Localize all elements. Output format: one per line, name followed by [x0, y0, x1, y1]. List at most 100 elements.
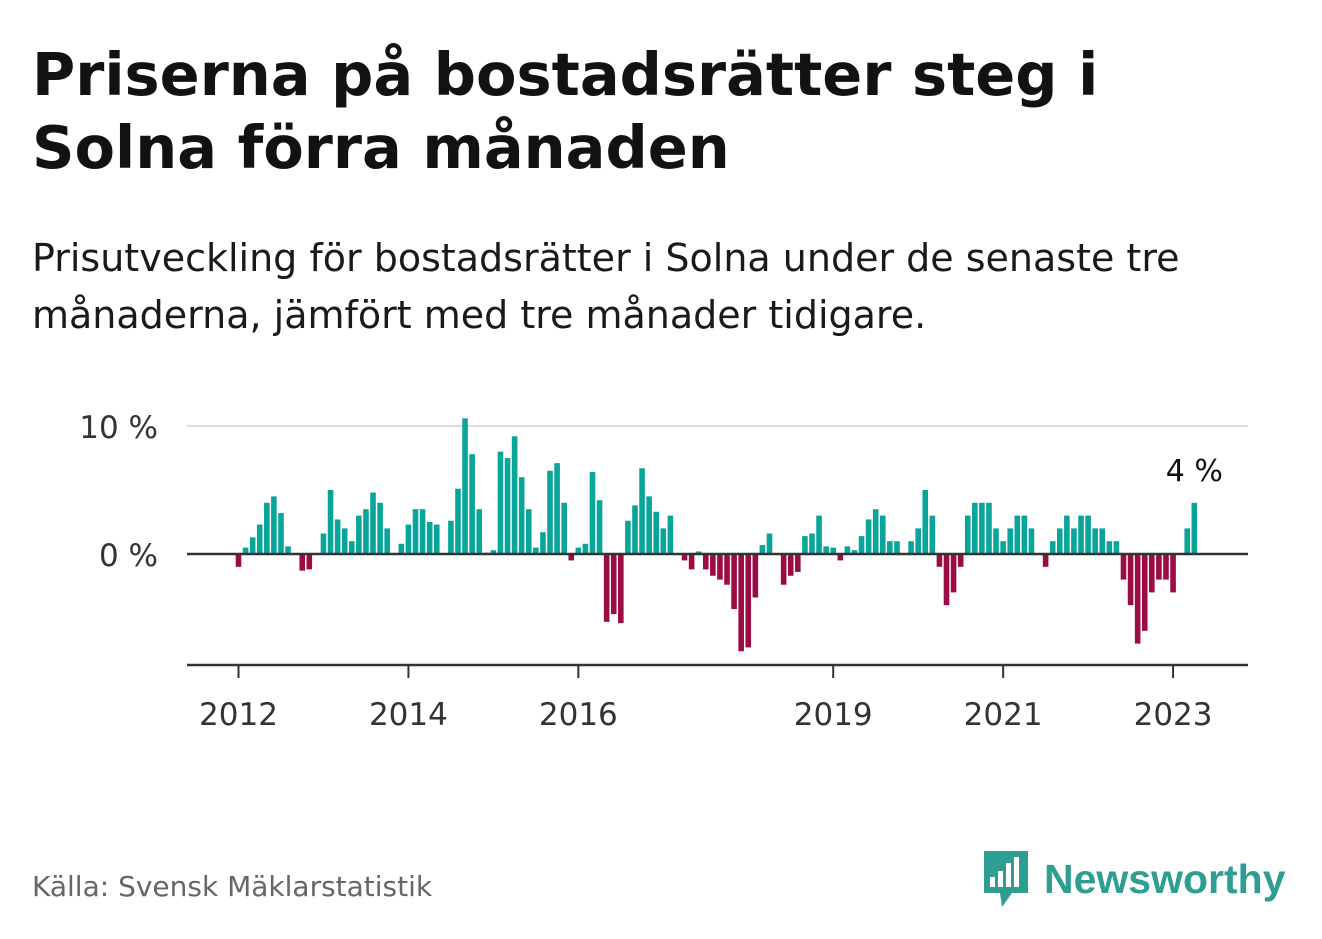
- bar: [433, 524, 440, 554]
- bar: [738, 554, 744, 652]
- bar: [695, 551, 702, 554]
- bar: [589, 472, 596, 554]
- last-value-label: 4 %: [1166, 454, 1223, 489]
- bar: [1134, 554, 1141, 644]
- bar: [582, 543, 589, 554]
- bar: [632, 505, 638, 554]
- bar: [533, 547, 539, 554]
- bar: [377, 502, 383, 554]
- x-tick-label: 2021: [964, 697, 1043, 733]
- bar: [957, 554, 964, 567]
- bar: [398, 543, 405, 554]
- bar: [795, 554, 801, 572]
- x-tick-label: 2012: [199, 697, 278, 733]
- bar: [320, 533, 327, 554]
- bar: [872, 509, 879, 554]
- bar: [816, 515, 822, 554]
- bar: [504, 458, 511, 554]
- bar: [405, 524, 412, 554]
- bar: [249, 537, 256, 554]
- bar: [568, 554, 575, 561]
- bar: [448, 520, 454, 554]
- bar: [384, 528, 390, 554]
- newsworthy-logo-icon: [984, 851, 1028, 907]
- bar: [575, 547, 582, 554]
- bar: [717, 554, 723, 580]
- bar: [844, 546, 851, 554]
- bar: [1064, 515, 1070, 554]
- bar: [490, 550, 497, 554]
- bar: [943, 554, 950, 606]
- bar: [830, 547, 837, 554]
- bar: [1106, 541, 1113, 554]
- bar: [1021, 515, 1028, 554]
- bar: [256, 524, 263, 554]
- bar: [1127, 554, 1134, 606]
- x-tick-label: 2016: [539, 697, 618, 733]
- bar: [625, 520, 631, 554]
- bar: [1141, 554, 1148, 631]
- bar: [370, 492, 376, 554]
- bar: [646, 496, 652, 554]
- bar: [780, 554, 787, 585]
- bar: [1163, 554, 1169, 580]
- bar: [710, 554, 716, 576]
- bar: [1184, 528, 1191, 554]
- bar: [745, 554, 752, 648]
- newsworthy-logo: Newsworthy: [982, 849, 1286, 909]
- bar: [235, 554, 242, 567]
- bar: [964, 515, 971, 554]
- bar: [1000, 541, 1006, 554]
- source-note: Källa: Svensk Mäklarstatistik: [32, 870, 433, 903]
- bar: [412, 509, 419, 554]
- bar: [639, 468, 645, 554]
- bar: [688, 554, 695, 570]
- bar: [681, 554, 688, 561]
- y-tick-label: 0 %: [99, 538, 158, 574]
- bar: [1113, 541, 1120, 554]
- bar: [887, 541, 893, 554]
- bar: [1028, 528, 1035, 554]
- bar: [341, 528, 348, 554]
- bar: [462, 418, 468, 554]
- bar: [525, 509, 532, 554]
- bar: [766, 533, 773, 554]
- bar: [1099, 528, 1106, 554]
- x-tick-label: 2023: [1134, 697, 1213, 733]
- bar: [455, 488, 461, 554]
- bar: [653, 511, 660, 554]
- chart-subtitle: Prisutveckling för bostadsrätter i Solna…: [32, 236, 1180, 337]
- bar: [858, 536, 865, 554]
- bar: [950, 554, 957, 593]
- bar: [285, 546, 291, 554]
- bar: [561, 502, 567, 554]
- bar: [894, 541, 900, 554]
- bar: [348, 541, 355, 554]
- bar: [334, 519, 341, 554]
- bar: [667, 515, 674, 554]
- bar: [702, 554, 709, 570]
- bar: [540, 532, 546, 554]
- bar: [908, 541, 914, 554]
- bar: [363, 509, 369, 554]
- bar: [986, 502, 992, 554]
- bar: [1149, 554, 1155, 593]
- bar: [1156, 554, 1162, 580]
- brand-name: Newsworthy: [1044, 855, 1286, 902]
- bar: [660, 528, 667, 554]
- bar: [1191, 502, 1198, 554]
- bar: [1007, 528, 1014, 554]
- bar: [1042, 554, 1049, 567]
- bar: [278, 513, 284, 554]
- bar: [356, 515, 362, 554]
- bar: [936, 554, 943, 567]
- bar: [865, 519, 872, 554]
- y-tick-label: 10 %: [79, 410, 158, 446]
- bar: [823, 546, 829, 554]
- bar: [264, 502, 270, 554]
- bar: [851, 550, 858, 554]
- bar: [419, 509, 426, 554]
- bar: [476, 509, 483, 554]
- bar: [802, 536, 808, 554]
